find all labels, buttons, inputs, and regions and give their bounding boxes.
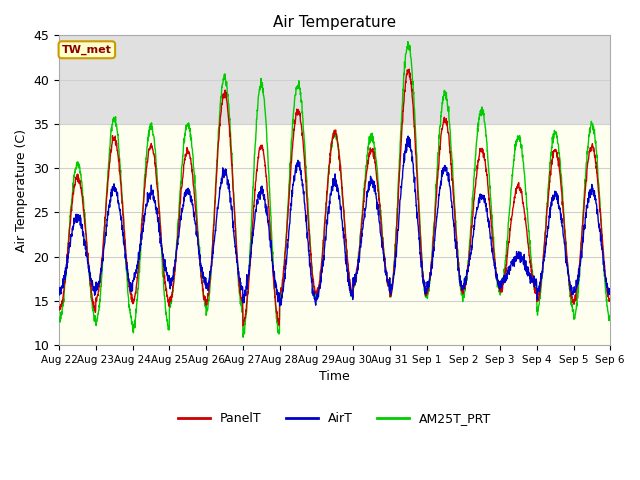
PanelT [607, 297, 614, 303]
AirT [276, 303, 284, 309]
AirT [404, 133, 412, 139]
AM25T_PRT [363, 159, 371, 165]
AirT [351, 276, 358, 281]
AM25T_PRT [209, 239, 217, 244]
Y-axis label: Air Temperature (C): Air Temperature (C) [15, 129, 28, 252]
AM25T_PRT [239, 335, 247, 340]
AirT [55, 292, 63, 298]
PanelT [363, 168, 371, 174]
PanelT [495, 286, 503, 291]
Title: Air Temperature: Air Temperature [273, 15, 396, 30]
Bar [59, 36, 611, 124]
AirT [607, 290, 614, 296]
AirT [209, 249, 217, 254]
AM25T_PRT [573, 289, 581, 295]
AM25T_PRT [495, 288, 503, 294]
PanelT [209, 237, 217, 242]
AM25T_PRT [351, 283, 358, 288]
PanelT [55, 306, 63, 312]
Line: PanelT: PanelT [59, 69, 611, 326]
AM25T_PRT [558, 185, 566, 191]
PanelT [405, 66, 413, 72]
AirT [573, 278, 581, 284]
Text: TW_met: TW_met [62, 45, 112, 55]
X-axis label: Time: Time [319, 371, 350, 384]
AirT [363, 189, 371, 195]
PanelT [573, 281, 581, 287]
Line: AM25T_PRT: AM25T_PRT [59, 42, 611, 337]
AirT [495, 280, 503, 286]
Line: AirT: AirT [59, 136, 611, 306]
Legend: PanelT, AirT, AM25T_PRT: PanelT, AirT, AM25T_PRT [173, 407, 496, 430]
AM25T_PRT [607, 315, 614, 321]
PanelT [239, 323, 247, 329]
AM25T_PRT [404, 39, 412, 45]
AM25T_PRT [55, 318, 63, 324]
PanelT [558, 192, 566, 198]
PanelT [351, 277, 358, 283]
AirT [558, 222, 566, 228]
